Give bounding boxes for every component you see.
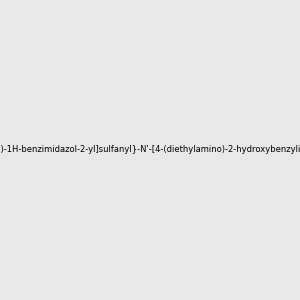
Text: 2-{[1-(4-chlorobenzyl)-1H-benzimidazol-2-yl]sulfanyl}-N'-[4-(diethylamino)-2-hyd: 2-{[1-(4-chlorobenzyl)-1H-benzimidazol-2… bbox=[0, 146, 300, 154]
